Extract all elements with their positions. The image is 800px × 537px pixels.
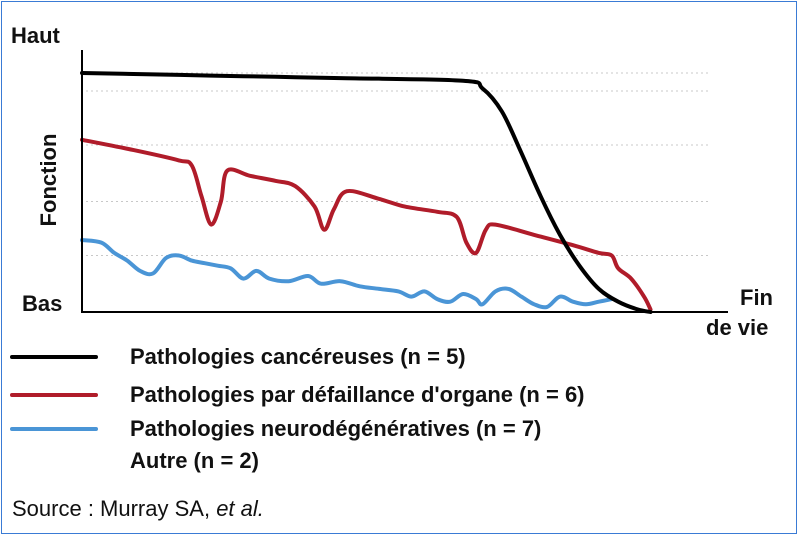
chart-plot <box>80 50 728 314</box>
legend-swatch <box>10 427 98 431</box>
legend-item: Pathologies par défaillance d'organe (n … <box>10 379 585 411</box>
legend-label: Autre (n = 2) <box>130 448 259 473</box>
series-line-2 <box>80 238 614 310</box>
legend-label: Pathologies cancéreuses (n = 5) <box>130 344 466 369</box>
y-top-label: Haut <box>11 23 60 48</box>
legend-item: Pathologies neurodégénératives (n = 7) <box>10 413 541 445</box>
series-line-0 <box>80 71 653 314</box>
source-italic: et al. <box>216 496 264 521</box>
legend-label: Pathologies neurodégénératives (n = 7) <box>130 416 542 441</box>
series-line-1 <box>80 137 653 312</box>
gridlines <box>86 72 710 256</box>
legend-swatch <box>10 459 98 463</box>
series-lines <box>80 71 653 314</box>
legend-swatch <box>10 393 98 397</box>
y-bottom-label: Bas <box>22 291 63 316</box>
legend-item: Autre (n = 2) <box>10 445 259 477</box>
x-end-label-line2: de vie <box>706 315 769 340</box>
y-axis-label: Fonction <box>36 133 61 227</box>
legend-swatch <box>10 355 98 359</box>
legend-item: Pathologies cancéreuses (n = 5) <box>10 341 466 373</box>
x-end-label-line1: Fin <box>740 285 773 310</box>
source-prefix: Source : Murray SA, <box>12 496 217 521</box>
source-citation: Source : Murray SA, et al. <box>12 496 264 522</box>
legend-label: Pathologies par défaillance d'organe (n … <box>130 382 585 407</box>
